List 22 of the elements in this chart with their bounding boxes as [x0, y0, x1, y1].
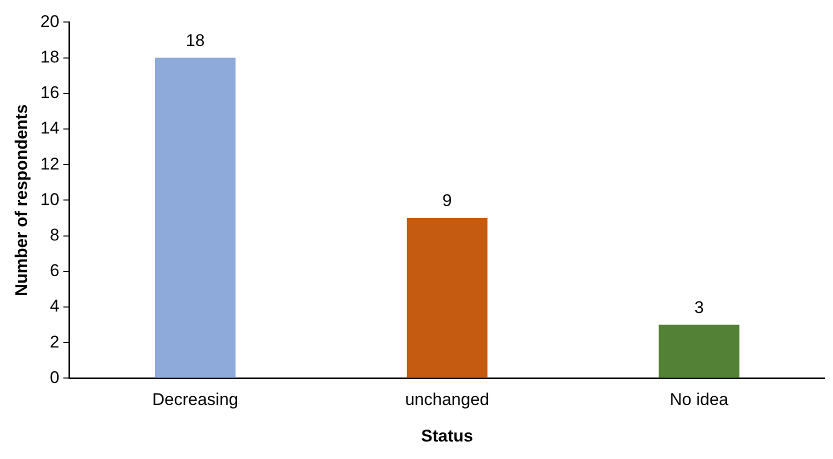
y-tick-label: 14: [40, 118, 60, 138]
x-axis-title: Status: [421, 426, 474, 446]
x-tick-label: Decreasing: [152, 390, 238, 410]
data-label: 3: [694, 298, 704, 317]
data-label: 18: [186, 30, 205, 50]
y-tick-label: 2: [50, 332, 60, 352]
y-tick-label: 8: [50, 225, 60, 244]
x-tick-label: No idea: [670, 390, 729, 410]
bar: [658, 324, 740, 378]
y-tick-label: 0: [50, 368, 60, 387]
y-tick-label: 20: [40, 12, 60, 31]
bar: [406, 218, 488, 378]
y-tick-label: 10: [40, 190, 60, 209]
x-tick-label: unchanged: [405, 390, 490, 410]
y-tick-label: 12: [40, 154, 60, 174]
data-label: 9: [442, 191, 452, 210]
y-tick-label: 4: [50, 296, 60, 316]
y-tick-label: 16: [40, 83, 60, 102]
y-axis-title: Number of respondents: [12, 104, 31, 296]
bar: [154, 58, 236, 378]
y-tick-label: 6: [50, 261, 60, 280]
y-tick-label: 18: [40, 47, 60, 66]
